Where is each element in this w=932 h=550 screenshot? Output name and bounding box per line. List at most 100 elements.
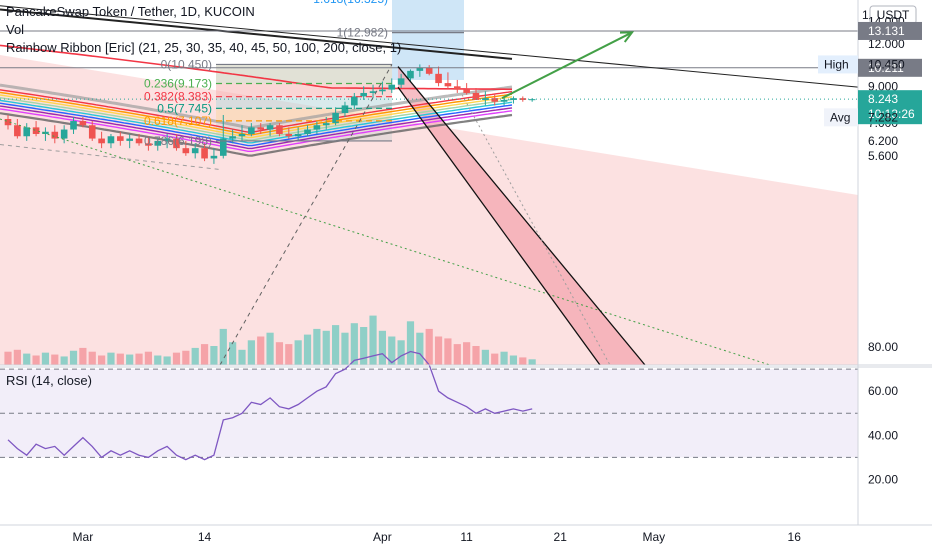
channel-lower xyxy=(397,86,601,366)
long-trend-line xyxy=(0,5,859,88)
avg-value: 7.282 xyxy=(868,110,898,124)
ribbon-ma-line xyxy=(0,105,513,150)
volume-bar xyxy=(210,346,218,365)
candle-body xyxy=(425,67,433,74)
candle-body xyxy=(453,86,461,90)
channel-mid xyxy=(461,94,611,366)
candle-body xyxy=(519,98,527,100)
fib-level-label: 0.236(9.173) xyxy=(144,77,212,91)
candle-body xyxy=(444,83,452,87)
candle-body xyxy=(276,125,283,134)
volume-bar xyxy=(144,351,152,365)
volume-bar xyxy=(154,355,162,365)
candle-body xyxy=(163,138,171,141)
ma100-line xyxy=(0,44,512,91)
candle-body xyxy=(379,89,386,92)
volume-bar xyxy=(378,330,386,365)
rsi-tick-label: 60.00 xyxy=(868,384,898,398)
candle-body xyxy=(210,155,218,159)
candle-body xyxy=(79,121,87,126)
candle-body xyxy=(145,143,152,146)
volume-bar xyxy=(303,334,312,365)
channel-upper xyxy=(397,66,646,366)
candle-body xyxy=(4,118,12,126)
price-tag-10 xyxy=(858,58,922,77)
candle-body xyxy=(14,125,21,137)
rsi-tick-label: 80.00 xyxy=(868,340,898,354)
fib-band-0382 xyxy=(216,96,392,109)
volume-bar xyxy=(332,325,340,365)
price-tick-label: 12.000 xyxy=(868,37,905,51)
candle-body xyxy=(360,92,367,97)
candle-body xyxy=(135,138,143,144)
volume-bar xyxy=(41,352,50,365)
rsi-line xyxy=(7,350,533,461)
volume-bar xyxy=(444,338,452,365)
candle-body xyxy=(154,140,162,146)
avg-label: Avg xyxy=(830,110,850,124)
volume-bar xyxy=(519,357,527,365)
time-tick-label: 21 xyxy=(554,530,568,544)
fib-band-0236 xyxy=(216,83,392,97)
candle-body xyxy=(369,91,377,93)
volume-bar xyxy=(116,353,124,365)
volume-bar xyxy=(98,355,106,365)
volume-bar xyxy=(60,356,68,365)
volume-bar xyxy=(79,347,87,365)
high-label: High xyxy=(824,57,849,71)
volume-bar xyxy=(434,336,443,365)
long-channel-fill xyxy=(0,55,858,365)
volume-bar xyxy=(388,336,396,365)
fib-band-0 xyxy=(216,64,392,84)
volume-bar xyxy=(491,353,499,365)
candle-body xyxy=(219,138,227,156)
candle-body xyxy=(463,89,470,93)
candle-body xyxy=(482,98,489,100)
candle-body xyxy=(257,127,265,130)
volume-bar xyxy=(219,328,227,365)
ma200-line xyxy=(0,8,513,60)
volume-bar xyxy=(172,352,181,365)
volume-bar xyxy=(51,354,59,365)
ribbon-ma-line xyxy=(0,99,513,144)
price-tag-last xyxy=(858,90,922,125)
candle-body xyxy=(32,127,40,134)
rsi-tick-label: 20.00 xyxy=(868,472,898,486)
volume-bar xyxy=(4,351,12,365)
candle-body xyxy=(285,133,293,137)
candle-body xyxy=(332,113,339,124)
candle-body xyxy=(351,96,358,106)
candle-body xyxy=(266,125,274,130)
time-tick-label: 14 xyxy=(198,530,212,544)
price-tick-label: 5.600 xyxy=(868,149,898,163)
volume-bar xyxy=(453,344,461,365)
candle-body xyxy=(248,127,255,134)
volume-bar xyxy=(528,359,536,365)
time-tick-label: 11 xyxy=(460,530,473,544)
volume-label: Vol xyxy=(6,22,25,37)
fib-level-label: 0.786(6.198) xyxy=(144,134,212,148)
rsi-label: RSI (14, close) xyxy=(6,373,92,388)
candle-body xyxy=(322,123,330,126)
ribbon-ma-gray-outer xyxy=(0,83,513,129)
volume-bar xyxy=(23,353,31,365)
candle-body xyxy=(182,148,190,154)
volume-bar xyxy=(69,350,78,365)
volume-bar xyxy=(247,340,255,365)
fib-level-label: 0.5(7.745) xyxy=(157,101,212,115)
volume-bar xyxy=(294,340,302,365)
candle-body xyxy=(313,125,321,130)
high-value: 10.450 xyxy=(868,57,905,71)
currency-prefix: 1 xyxy=(862,8,869,22)
volume-bar xyxy=(463,342,471,365)
volume-bar xyxy=(397,340,405,365)
volume-bar xyxy=(88,351,96,365)
ribbon-ma-line xyxy=(0,89,513,133)
ribbon-ma-line xyxy=(0,91,513,136)
chart-title: PancakeSwap Token / Tether, 1D, KUCOIN xyxy=(6,4,255,19)
volume-bar xyxy=(229,342,237,365)
candle-body xyxy=(23,127,31,137)
price-tag-last-text: 8.243 xyxy=(868,92,898,106)
time-tick-label: Apr xyxy=(373,530,392,544)
